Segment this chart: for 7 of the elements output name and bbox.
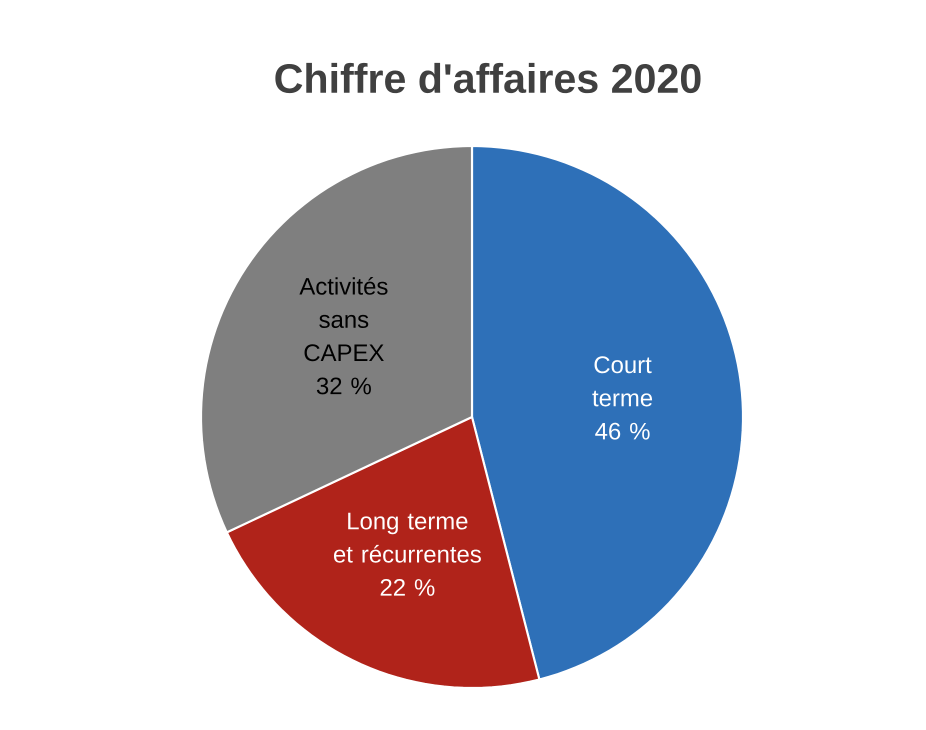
slice-label: Activités sans CAPEX bbox=[299, 276, 388, 362]
data-label: 32 % bbox=[316, 377, 371, 394]
slice-label: Court terme bbox=[592, 356, 652, 406]
chart-title: Chiffre d'affaires 2020 bbox=[275, 62, 701, 94]
data-label: 22 % bbox=[380, 578, 434, 596]
slice-label: Long terme et récurrentes bbox=[334, 512, 481, 563]
data-label: 46 % bbox=[595, 422, 650, 440]
